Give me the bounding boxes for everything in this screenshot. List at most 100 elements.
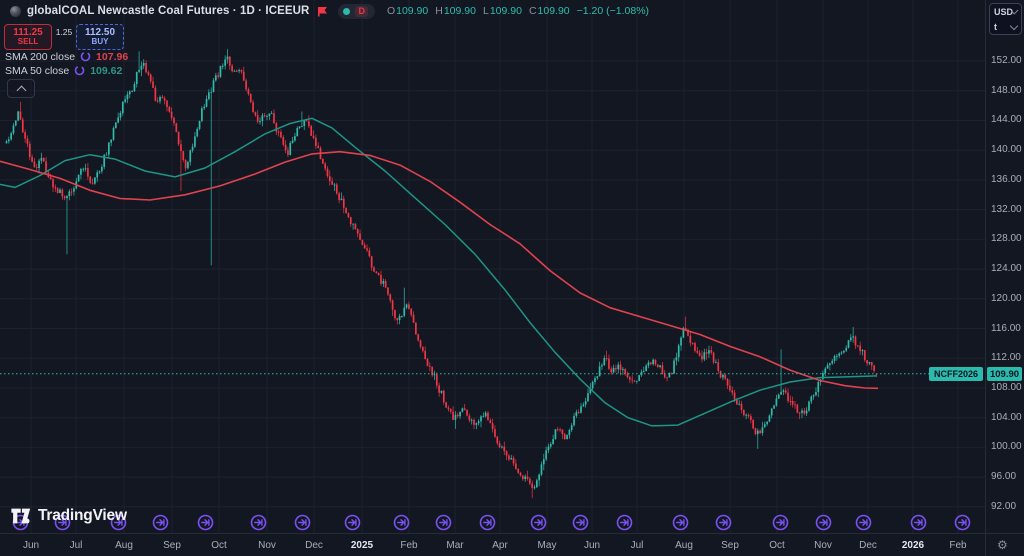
time-tick-label: Jun (22, 540, 40, 551)
time-tick-label: 2025 (350, 540, 374, 551)
open-label: O (386, 5, 396, 17)
axis-settings-gear-icon[interactable]: ⚙ (997, 538, 1008, 552)
rollover-marker-icon[interactable] (572, 514, 589, 531)
rollover-marker-icon[interactable] (250, 514, 267, 531)
rollover-marker-icon[interactable] (344, 514, 361, 531)
rollover-marker-icon[interactable] (910, 514, 927, 531)
price-tick-label: 108.00 (991, 382, 1022, 393)
rollover-marker-icon[interactable] (616, 514, 633, 531)
unit-dropdown[interactable]: t (990, 19, 1021, 34)
interval-badge: D (355, 5, 368, 17)
rollover-marker-icon[interactable] (672, 514, 689, 531)
time-tick-label: Feb (949, 540, 967, 551)
time-tick-label: Jul (69, 540, 83, 551)
price-tick-label: 152.00 (991, 55, 1022, 66)
rollover-marker-icon[interactable] (197, 514, 214, 531)
trade-widget: 111.25 SELL 1.25 112.50 BUY (4, 24, 124, 50)
price-tick-label: 128.00 (991, 233, 1022, 244)
rollover-marker-icon[interactable] (435, 514, 452, 531)
tradingview-logo[interactable]: TradingView (10, 505, 127, 527)
price-tick-label: 116.00 (991, 323, 1021, 334)
buy-button[interactable]: 112.50 BUY (76, 24, 124, 50)
time-tick-label: Nov (258, 540, 276, 551)
rollover-marker-icon[interactable] (815, 514, 832, 531)
symbol-header: globalCOAL Newcastle Coal Futures · 1D ·… (10, 3, 649, 19)
time-tick-label: Dec (305, 540, 323, 551)
price-tick-label: 112.00 (991, 352, 1021, 363)
rollover-marker-icon[interactable] (54, 514, 71, 531)
price-tick-label: 140.00 (991, 144, 1022, 155)
price-tick-label: 120.00 (991, 293, 1022, 304)
close-value: 109.90 (537, 5, 570, 17)
collapse-legend-button[interactable] (7, 79, 35, 98)
time-axis-separator[interactable] (0, 533, 1024, 534)
low-value: 109.90 (489, 5, 522, 17)
price-tick-label: 92.00 (991, 501, 1017, 512)
rollover-marker-icon[interactable] (530, 514, 547, 531)
time-tick-label: Nov (814, 540, 832, 551)
sell-label: SELL (17, 37, 39, 47)
spread-value: 1.25 (55, 27, 73, 37)
market-status-dot (343, 7, 351, 15)
currency-label: USD (994, 6, 1014, 17)
price-tick-label: 96.00 (991, 471, 1017, 482)
tradingview-wordmark: TradingView (38, 507, 127, 524)
unit-label: t (994, 21, 997, 32)
low-label: L (482, 5, 489, 17)
high-label: H (435, 5, 443, 17)
rollover-marker-icon[interactable] (152, 514, 169, 531)
rollover-marker-icon[interactable] (715, 514, 732, 531)
sell-price: 111.25 (13, 26, 43, 38)
price-tick-label: 100.00 (991, 441, 1022, 452)
ohlc-readout: O109.90 H109.90 L109.90 C109.90 −1.20 (−… (387, 5, 649, 17)
currency-dropdown[interactable]: USD (990, 4, 1021, 19)
rollover-marker-icon[interactable] (772, 514, 789, 531)
high-value: 109.90 (443, 5, 476, 17)
time-tick-label: Aug (115, 540, 133, 551)
change-value: −1.20 (−1.08%) (576, 5, 650, 17)
legend-row-sma200[interactable]: SMA 200 close 107.96 (5, 50, 128, 63)
indicator-sync-icon[interactable] (74, 65, 85, 76)
rollover-marker-icon[interactable] (855, 514, 872, 531)
sma200-value: 107.96 (96, 50, 129, 63)
time-tick-label: Dec (859, 540, 877, 551)
indicator-sync-icon[interactable] (80, 51, 91, 62)
time-tick-label: Aug (675, 540, 693, 551)
close-label: C (528, 5, 537, 17)
rollover-marker-icon[interactable] (294, 514, 311, 531)
price-tick-label: 148.00 (991, 85, 1022, 96)
scale-unit-box: USD t (989, 3, 1022, 35)
chevron-up-icon (16, 85, 26, 95)
sma50-value: 109.62 (90, 64, 123, 77)
symbol-title[interactable]: globalCOAL Newcastle Coal Futures · 1D ·… (27, 5, 310, 17)
time-tick-label: Jun (583, 540, 601, 551)
time-tick-label: Feb (400, 540, 418, 551)
contract-label-badge: NCFF2026 (928, 367, 983, 381)
buy-price: 112.50 (84, 26, 116, 38)
price-tick-label: 136.00 (991, 174, 1022, 185)
last-price-badge: 109.90 (987, 367, 1022, 381)
sell-button[interactable]: 111.25 SELL (4, 24, 52, 50)
last-price-label: 109.90 (989, 368, 1020, 380)
time-tick-label: May (537, 540, 557, 551)
time-tick-label: Oct (769, 540, 785, 551)
sma200-name: SMA 200 close (5, 50, 76, 63)
rollover-marker-icon[interactable] (110, 514, 127, 531)
legend-row-sma50[interactable]: SMA 50 close 109.62 (5, 64, 122, 77)
time-tick-label: Jul (630, 540, 644, 551)
time-tick-label: Mar (446, 540, 464, 551)
interval-status-pill[interactable]: D (338, 3, 375, 19)
price-tick-label: 144.00 (991, 114, 1022, 125)
time-tick-label: Apr (492, 540, 508, 551)
buy-label: BUY (91, 37, 109, 47)
price-tick-label: 132.00 (991, 204, 1022, 215)
price-scale-separator[interactable] (985, 0, 986, 556)
rollover-marker-icon[interactable] (954, 514, 971, 531)
flag-icon[interactable] (317, 6, 328, 17)
rollover-marker-icon[interactable] (393, 514, 410, 531)
chevron-down-icon (1009, 21, 1019, 30)
open-value: 109.90 (396, 5, 429, 17)
rollover-marker-icon[interactable] (479, 514, 496, 531)
